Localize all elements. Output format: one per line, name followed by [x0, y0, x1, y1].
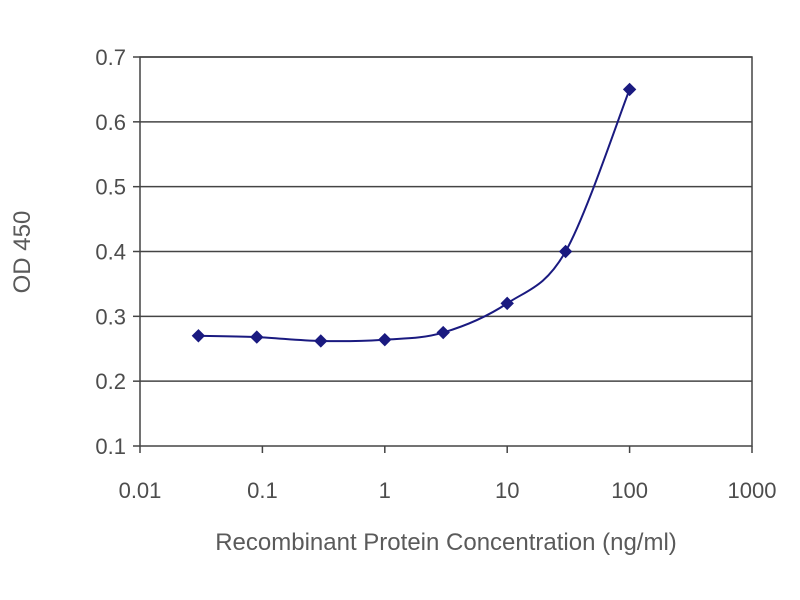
data-point-7: [622, 82, 637, 97]
data-point-3: [378, 332, 392, 347]
data-point-1: [250, 330, 264, 344]
x-tick-label-4: 100: [611, 478, 648, 503]
y-tick-label-2: 0.3: [95, 304, 126, 329]
series-line-0: [198, 89, 631, 343]
y-tick-label-5: 0.6: [95, 110, 126, 135]
data-point-5: [500, 296, 514, 311]
y-tick-label-0: 0.1: [95, 434, 126, 459]
y-axis-title: OD 450: [9, 211, 36, 294]
x-tick-label-2: 1: [379, 478, 391, 503]
data-point-6: [558, 244, 573, 259]
data-point-2: [314, 334, 328, 348]
x-tick-label-3: 10: [495, 478, 519, 503]
x-tick-label-5: 1000: [728, 478, 777, 503]
data-point-4: [436, 325, 450, 340]
y-tick-label-6: 0.7: [95, 45, 126, 70]
series-layer: [191, 82, 637, 348]
label-layer: Recombinant Protein Concentration (ng/ml…: [9, 211, 677, 556]
data-point-0: [191, 329, 206, 343]
y-tick-label-1: 0.2: [95, 369, 126, 394]
x-axis-title: Recombinant Protein Concentration (ng/ml…: [215, 529, 677, 556]
x-tick-label-0: 0.01: [119, 478, 162, 503]
x-tick-label-1: 0.1: [247, 478, 278, 503]
y-tick-label-4: 0.5: [95, 175, 126, 200]
tick-layer: 0.1 0.2 0.3 0.4 0.5 0.6 0.7 0.01 0.1 1 10 100 1000: [95, 45, 776, 503]
y-tick-label-3: 0.4: [95, 240, 126, 265]
